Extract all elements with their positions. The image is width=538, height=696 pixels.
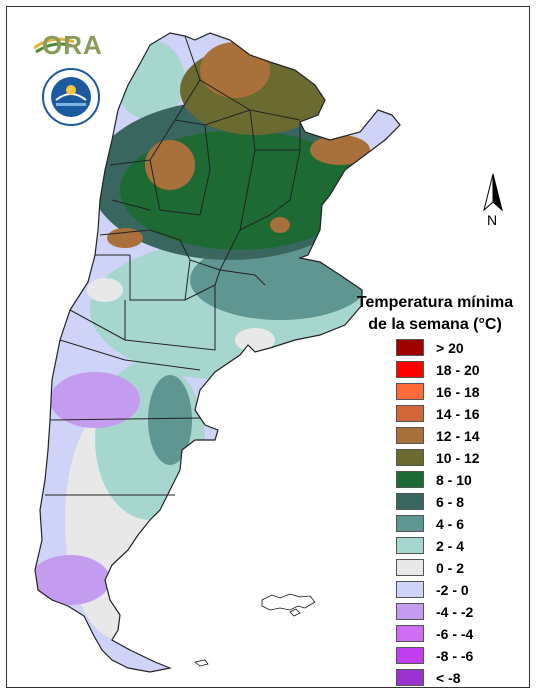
legend-swatch: [396, 581, 424, 598]
legend-swatch: [396, 559, 424, 576]
legend-item: 6 - 8: [396, 492, 526, 511]
north-arrow-icon: [483, 173, 503, 212]
legend-item: 12 - 14: [396, 426, 526, 445]
legend-label: 16 - 18: [436, 383, 480, 400]
legend-title-line2: de la semana (°C): [368, 316, 502, 333]
legend-label: -6 - -4: [436, 625, 474, 642]
legend-swatch: [396, 625, 424, 642]
legend-swatch: [396, 471, 424, 488]
province-borders: [34, 32, 401, 673]
legend-item: -2 - 0: [396, 580, 526, 599]
ora-logo-icon: [34, 37, 75, 54]
legend-label: > 20: [436, 339, 464, 356]
legend-swatch: [396, 493, 424, 510]
isla-de-los-estados: [194, 659, 209, 667]
legend-label: 14 - 16: [436, 405, 480, 422]
smn-logo-icon: [42, 68, 100, 126]
legend-swatch: [396, 427, 424, 444]
legend-title: Temperatura mínima de la semana (°C): [340, 292, 530, 336]
legend-swatch: [396, 515, 424, 532]
north-label: N: [487, 212, 498, 228]
legend-label: -2 - 0: [436, 581, 469, 598]
legend-item: 18 - 20: [396, 360, 526, 379]
legend-label: < -8: [436, 669, 461, 686]
legend-label: 10 - 12: [436, 449, 480, 466]
legend-swatch: [396, 603, 424, 620]
legend-label: 0 - 2: [436, 559, 465, 576]
legend-swatch: [396, 449, 424, 466]
legend: > 20 18 - 20 16 - 18 14 - 16 12 - 14 10 - 12 8…: [396, 338, 526, 690]
legend-item: -8 - -6: [396, 646, 526, 665]
legend-item: 14 - 16: [396, 404, 526, 423]
legend-item: < -8: [396, 668, 526, 687]
legend-item: 2 - 4: [396, 536, 526, 555]
legend-item: -4 - -2: [396, 602, 526, 621]
legend-swatch: [396, 647, 424, 664]
legend-label: 4 - 6: [436, 515, 465, 532]
legend-label: 18 - 20: [436, 361, 480, 378]
legend-item: 0 - 2: [396, 558, 526, 577]
legend-swatch: [396, 383, 424, 400]
legend-swatch: [396, 339, 424, 356]
legend-item: 4 - 6: [396, 514, 526, 533]
legend-item: -6 - -4: [396, 624, 526, 643]
legend-label: -8 - -6: [436, 647, 474, 664]
legend-label: 12 - 14: [436, 427, 480, 444]
legend-swatch: [396, 405, 424, 422]
legend-swatch: [396, 361, 424, 378]
legend-label: 2 - 4: [436, 537, 465, 554]
legend-label: 6 - 8: [436, 493, 465, 510]
legend-label: -4 - -2: [436, 603, 474, 620]
legend-item: > 20: [396, 338, 526, 357]
malvinas-islands: [261, 593, 316, 617]
legend-item: 8 - 10: [396, 470, 526, 489]
legend-swatch: [396, 537, 424, 554]
legend-swatch: [396, 669, 424, 686]
legend-item: 10 - 12: [396, 448, 526, 467]
ora-logo-text: ORA: [42, 30, 103, 60]
legend-item: 16 - 18: [396, 382, 526, 401]
legend-title-line1: Temperatura mínima: [356, 294, 514, 311]
legend-label: 8 - 10: [436, 471, 472, 488]
